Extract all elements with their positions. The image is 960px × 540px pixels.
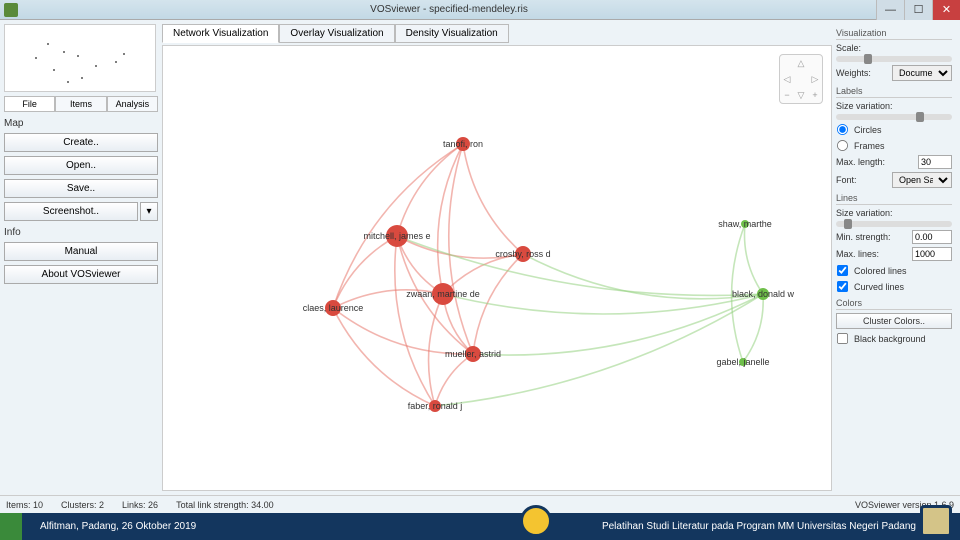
app-icon — [4, 3, 18, 17]
tab-file[interactable]: File — [4, 96, 55, 112]
manual-button[interactable]: Manual — [4, 242, 158, 261]
status-items: Items: 10 — [6, 500, 43, 510]
nav-widget[interactable]: △ ◁ ▷ −▽+ — [779, 54, 823, 104]
network-canvas[interactable]: △ ◁ ▷ −▽+ tanofi, ron mitchell, james e cro… — [162, 45, 832, 491]
status-links: Links: 26 — [122, 500, 158, 510]
blackbg-check[interactable] — [837, 333, 848, 344]
font-select[interactable]: Open Sans — [892, 172, 952, 188]
footer-accent — [0, 513, 22, 540]
screenshot-dropdown[interactable]: ▾ — [140, 202, 158, 221]
thumbnail-preview[interactable] — [4, 24, 156, 92]
frames-radio[interactable] — [837, 140, 848, 151]
zoom-out-icon[interactable]: − — [780, 87, 794, 103]
badge-logo-1 — [520, 505, 552, 537]
left-tabs: File Items Analysis — [4, 96, 158, 112]
minstr-input[interactable] — [912, 230, 952, 244]
window-title: VOSviewer - specified-mendeley.ris — [22, 4, 876, 15]
node-label-faber: faber, ronald j — [408, 401, 463, 411]
viz-tabs: Network Visualization Overlay Visualizat… — [162, 24, 832, 43]
scale-slider[interactable] — [836, 56, 952, 62]
minstr-label: Min. strength: — [836, 232, 909, 242]
status-tls: Total link strength: 34.00 — [176, 500, 274, 510]
create-button[interactable]: Create.. — [4, 133, 158, 152]
tab-items[interactable]: Items — [55, 96, 106, 112]
maxlines-label: Max. lines: — [836, 249, 909, 259]
sizevar-slider[interactable] — [836, 114, 952, 120]
group-colors: Colors — [836, 298, 952, 310]
footer-right: Pelatihan Studi Literatur pada Program M… — [602, 521, 916, 532]
lines-sizevar-slider[interactable] — [836, 221, 952, 227]
scale-label: Scale: — [836, 43, 952, 53]
minimize-button[interactable]: — — [876, 0, 904, 20]
node-label-gabel: gabel, janelle — [716, 357, 769, 367]
tab-network-viz[interactable]: Network Visualization — [162, 24, 279, 43]
left-panel: File Items Analysis Map Create.. Open.. … — [0, 20, 162, 495]
open-button[interactable]: Open.. — [4, 156, 158, 175]
screenshot-button[interactable]: Screenshot.. — [4, 202, 138, 221]
node-label-crosby: crosby, ross d — [495, 249, 550, 259]
about-button[interactable]: About VOSviewer — [4, 265, 158, 284]
right-panel: Visualization Scale: Weights: Documents … — [832, 20, 960, 495]
footer-left: Alfitman, Padang, 26 Oktober 2019 — [40, 521, 196, 532]
maxlines-input[interactable] — [912, 247, 952, 261]
tab-overlay-viz[interactable]: Overlay Visualization — [279, 24, 394, 43]
nav-down-icon[interactable]: ▽ — [794, 87, 808, 103]
nav-up-icon[interactable]: △ — [794, 55, 808, 71]
info-section-label: Info — [4, 227, 158, 238]
cluster-colors-button[interactable]: Cluster Colors.. — [836, 313, 952, 329]
node-label-mueller: mueller, astrid — [445, 349, 501, 359]
zoom-in-icon[interactable]: + — [808, 87, 822, 103]
node-label-claes: claes, laurence — [303, 303, 364, 313]
maxlen-label: Max. length: — [836, 157, 915, 167]
group-visualization: Visualization — [836, 28, 952, 40]
node-label-zwaan: zwaan, martine de — [406, 289, 480, 299]
sizevar2-label: Size variation: — [836, 208, 952, 218]
node-label-black: black, donald w — [732, 289, 794, 299]
status-bar: Items: 10 Clusters: 2 Links: 26 Total li… — [0, 495, 960, 513]
status-clusters: Clusters: 2 — [61, 500, 104, 510]
close-button[interactable]: ✕ — [932, 0, 960, 20]
title-bar: VOSviewer - specified-mendeley.ris — ☐ ✕ — [0, 0, 960, 20]
maxlen-input[interactable] — [918, 155, 952, 169]
font-label: Font: — [836, 175, 889, 185]
weights-label: Weights: — [836, 68, 889, 78]
nav-left-icon[interactable]: ◁ — [780, 71, 794, 87]
sizevar-label: Size variation: — [836, 101, 952, 111]
tab-analysis[interactable]: Analysis — [107, 96, 158, 112]
circles-radio[interactable] — [837, 124, 848, 135]
weights-select[interactable]: Documents — [892, 65, 952, 81]
curved-lines-check[interactable] — [837, 281, 848, 292]
maximize-button[interactable]: ☐ — [904, 0, 932, 20]
center-panel: Network Visualization Overlay Visualizat… — [162, 20, 832, 495]
map-section-label: Map — [4, 118, 158, 129]
badge-logo-2 — [920, 505, 952, 537]
group-labels: Labels — [836, 86, 952, 98]
nav-right-icon[interactable]: ▷ — [808, 71, 822, 87]
colored-lines-check[interactable] — [837, 265, 848, 276]
save-button[interactable]: Save.. — [4, 179, 158, 198]
group-lines: Lines — [836, 193, 952, 205]
tab-density-viz[interactable]: Density Visualization — [395, 24, 509, 43]
slide-footer: Alfitman, Padang, 26 Oktober 2019 Pelati… — [0, 513, 960, 540]
node-label-mitchell: mitchell, james e — [363, 231, 430, 241]
node-label-shaw: shaw, marthe — [718, 219, 772, 229]
node-label-tanof: tanofi, ron — [443, 139, 483, 149]
